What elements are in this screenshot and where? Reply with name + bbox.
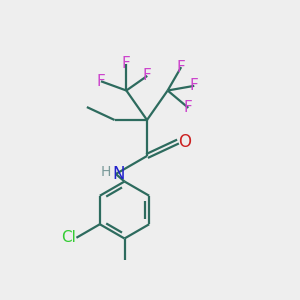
Text: F: F — [122, 56, 131, 71]
Text: F: F — [184, 100, 193, 116]
Text: F: F — [143, 68, 152, 83]
Text: F: F — [177, 60, 185, 75]
Text: O: O — [178, 133, 191, 151]
Text: N: N — [112, 165, 124, 183]
Text: H: H — [101, 166, 111, 179]
Text: Cl: Cl — [61, 230, 76, 245]
Text: F: F — [97, 74, 105, 89]
Text: F: F — [190, 78, 199, 93]
